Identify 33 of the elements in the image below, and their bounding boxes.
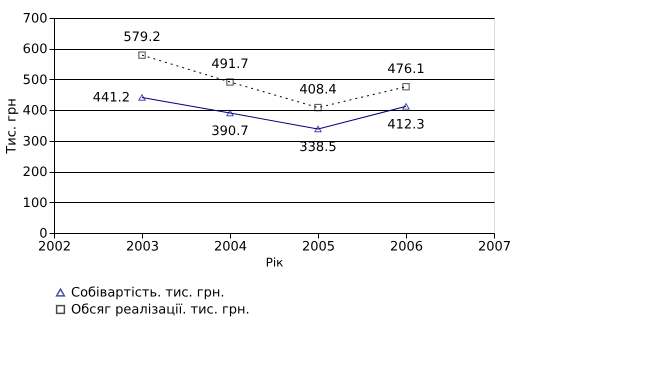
- x-axis-title: Рік: [266, 256, 284, 270]
- data-label: 408.4: [299, 82, 337, 98]
- point: [138, 51, 146, 59]
- y-tick-label: 300: [22, 134, 48, 150]
- point: [314, 104, 322, 112]
- point: [226, 78, 234, 86]
- x-tick-label: 2003: [126, 240, 160, 254]
- data-label: 476.1: [387, 62, 425, 77]
- data-label: 412.3: [387, 117, 425, 132]
- data-label: 579.2: [123, 30, 161, 46]
- point: [314, 126, 322, 132]
- y-tick-label: 700: [22, 12, 48, 26]
- legend-label: Обсяг реалізації. тис. грн.: [71, 302, 250, 318]
- y-tick-label: 200: [22, 165, 48, 180]
- data-label: 441.2: [92, 90, 130, 106]
- x-tick-label: 2006: [390, 240, 424, 254]
- y-tick-label: 400: [22, 104, 48, 119]
- y-tick-label: 100: [22, 196, 48, 211]
- x-tick-label: 2002: [38, 240, 72, 254]
- point: [226, 110, 234, 116]
- x-tick-label: 2004: [214, 240, 248, 254]
- data-label: 390.7: [211, 124, 249, 139]
- x-tick-label: 2007: [478, 240, 512, 254]
- legend-label: Собівартість. тис. грн.: [71, 286, 225, 300]
- y-tick-label: 600: [22, 42, 48, 58]
- point: [402, 103, 410, 110]
- point: [138, 94, 146, 101]
- y-tick-label: 0: [39, 226, 48, 242]
- point: [402, 83, 410, 90]
- y-axis-title: Тис. грн: [4, 98, 20, 155]
- x-tick-label: 2005: [302, 240, 336, 254]
- data-label: 491.7: [211, 56, 249, 72]
- y-tick-label: 500: [22, 72, 48, 88]
